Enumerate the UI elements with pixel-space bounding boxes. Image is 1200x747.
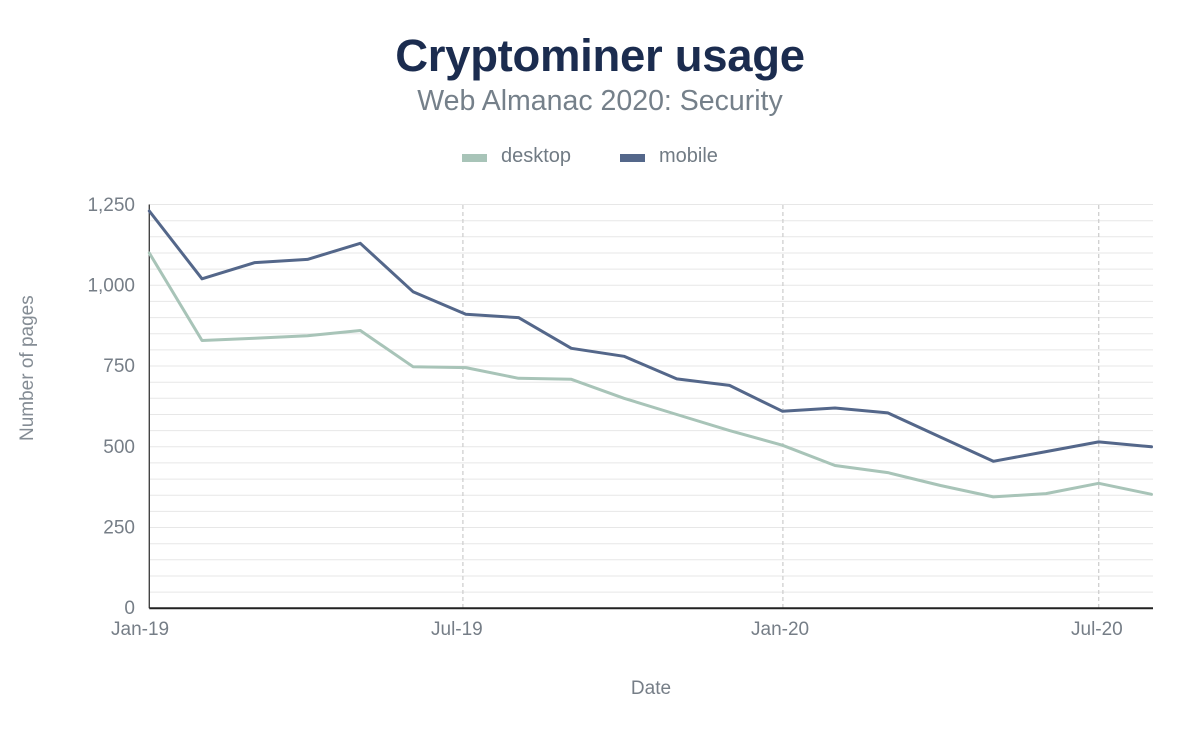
svg-text:1,000: 1,000 [87, 276, 135, 297]
svg-text:1,250: 1,250 [87, 195, 135, 216]
svg-text:Jan-20: Jan-20 [751, 619, 809, 640]
svg-text:Jul-19: Jul-19 [431, 619, 483, 640]
svg-text:500: 500 [103, 437, 135, 458]
svg-text:250: 250 [103, 517, 135, 538]
svg-text:750: 750 [103, 356, 135, 377]
svg-text:0: 0 [124, 598, 135, 619]
svg-text:Jul-20: Jul-20 [1071, 619, 1123, 640]
svg-text:Jan-19: Jan-19 [111, 619, 169, 640]
